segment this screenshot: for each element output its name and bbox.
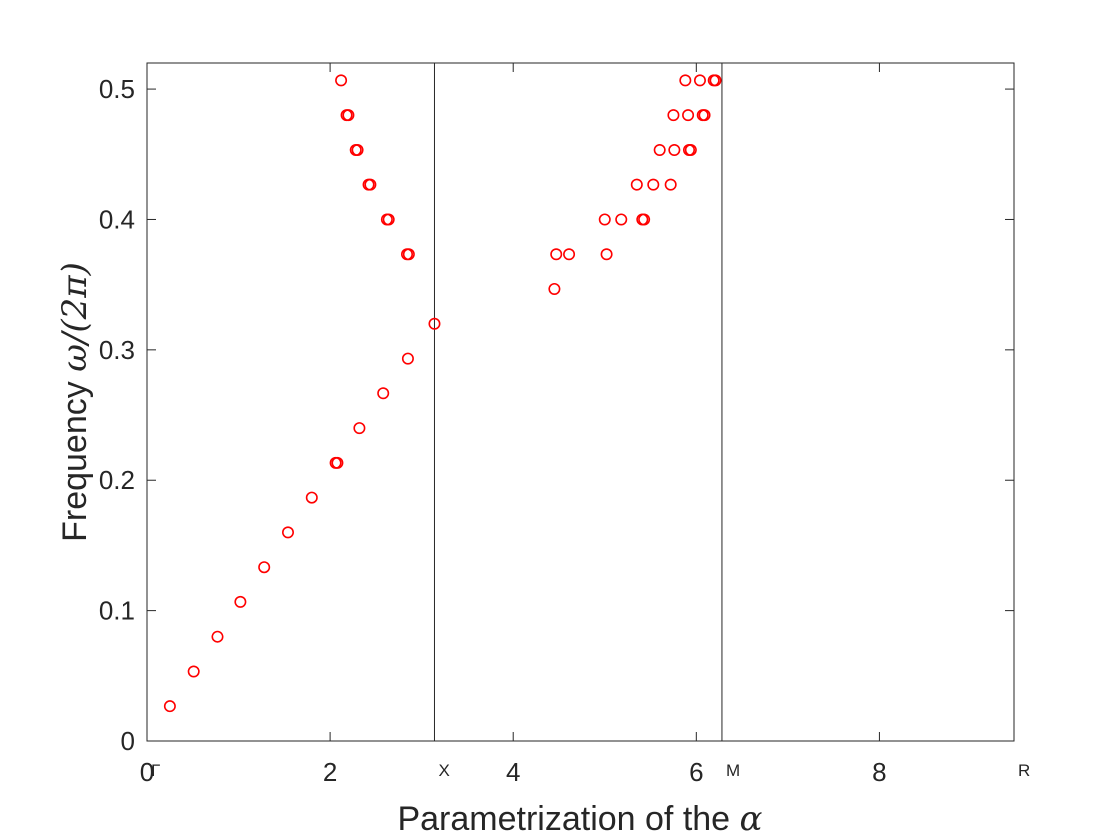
data-point <box>600 248 613 261</box>
data-point <box>331 456 344 469</box>
x-tick-label: 2 <box>323 757 337 787</box>
symmetry-label-X: X <box>438 761 449 780</box>
data-point <box>401 352 414 365</box>
data-point <box>682 109 695 122</box>
symmetry-label-M: M <box>726 761 740 780</box>
y-tick-label: 0.5 <box>99 74 135 104</box>
y-tick-labels: 0 0.1 0.2 0.3 0.4 0.5 <box>99 74 135 756</box>
x-tick-label: 8 <box>872 757 886 787</box>
data-point <box>402 248 415 261</box>
data-point <box>667 109 680 122</box>
y-tick-label: 0 <box>121 726 135 756</box>
data-point <box>630 178 643 191</box>
symmetry-label-R: R <box>1018 761 1030 780</box>
symmetry-label-Γ: Γ <box>151 761 160 780</box>
y-tick-label: 0.2 <box>99 465 135 495</box>
data-point <box>679 74 692 87</box>
x-tick-label: 0 <box>140 757 154 787</box>
x-axis-title: Parametrization of the α <box>397 799 762 839</box>
y-tick-label: 0.4 <box>99 204 135 234</box>
x-tick-label: 4 <box>506 757 520 787</box>
data-point <box>709 74 722 87</box>
y-axis-title-text: Frequency <box>56 381 94 542</box>
x-axis-title-symbol: α <box>740 799 763 839</box>
data-point <box>668 143 681 156</box>
plot-area <box>146 62 1015 742</box>
data-point <box>163 700 176 713</box>
data-point <box>638 213 651 226</box>
data-point <box>305 491 318 504</box>
data-point <box>548 282 561 295</box>
y-tick-label: 0.1 <box>99 596 135 626</box>
x-tick-labels: 0 2 4 6 8 <box>140 757 887 787</box>
x-tick-label: 6 <box>689 757 703 787</box>
data-point <box>563 248 576 261</box>
y-axis-title-symbol: ω/(2π) <box>55 262 95 372</box>
data-point <box>211 630 224 643</box>
data-point <box>664 178 677 191</box>
data-point <box>550 248 563 261</box>
data-point <box>351 143 364 156</box>
data-point <box>281 526 294 539</box>
data-point <box>428 317 441 330</box>
data-point <box>382 213 395 226</box>
data-point <box>342 109 355 122</box>
data-point <box>598 213 611 226</box>
y-axis-title: Frequency ω/(2π) <box>55 262 95 542</box>
data-point <box>647 178 660 191</box>
data-point <box>693 74 706 87</box>
y-tick-label: 0.3 <box>99 335 135 365</box>
symmetry-lines <box>433 63 723 741</box>
data-point <box>684 143 697 156</box>
data-point <box>353 422 366 435</box>
data-point <box>364 178 377 191</box>
x-axis-title-text: Parametrization of the <box>397 800 730 838</box>
data-point <box>335 74 348 87</box>
data-point <box>653 143 666 156</box>
data-point <box>698 109 711 122</box>
data-point <box>615 213 628 226</box>
data-point <box>258 561 271 574</box>
data-point <box>187 665 200 678</box>
axis-ticks <box>146 63 1014 742</box>
data-point <box>377 387 390 400</box>
data-point <box>234 595 247 608</box>
data-points <box>163 74 722 713</box>
